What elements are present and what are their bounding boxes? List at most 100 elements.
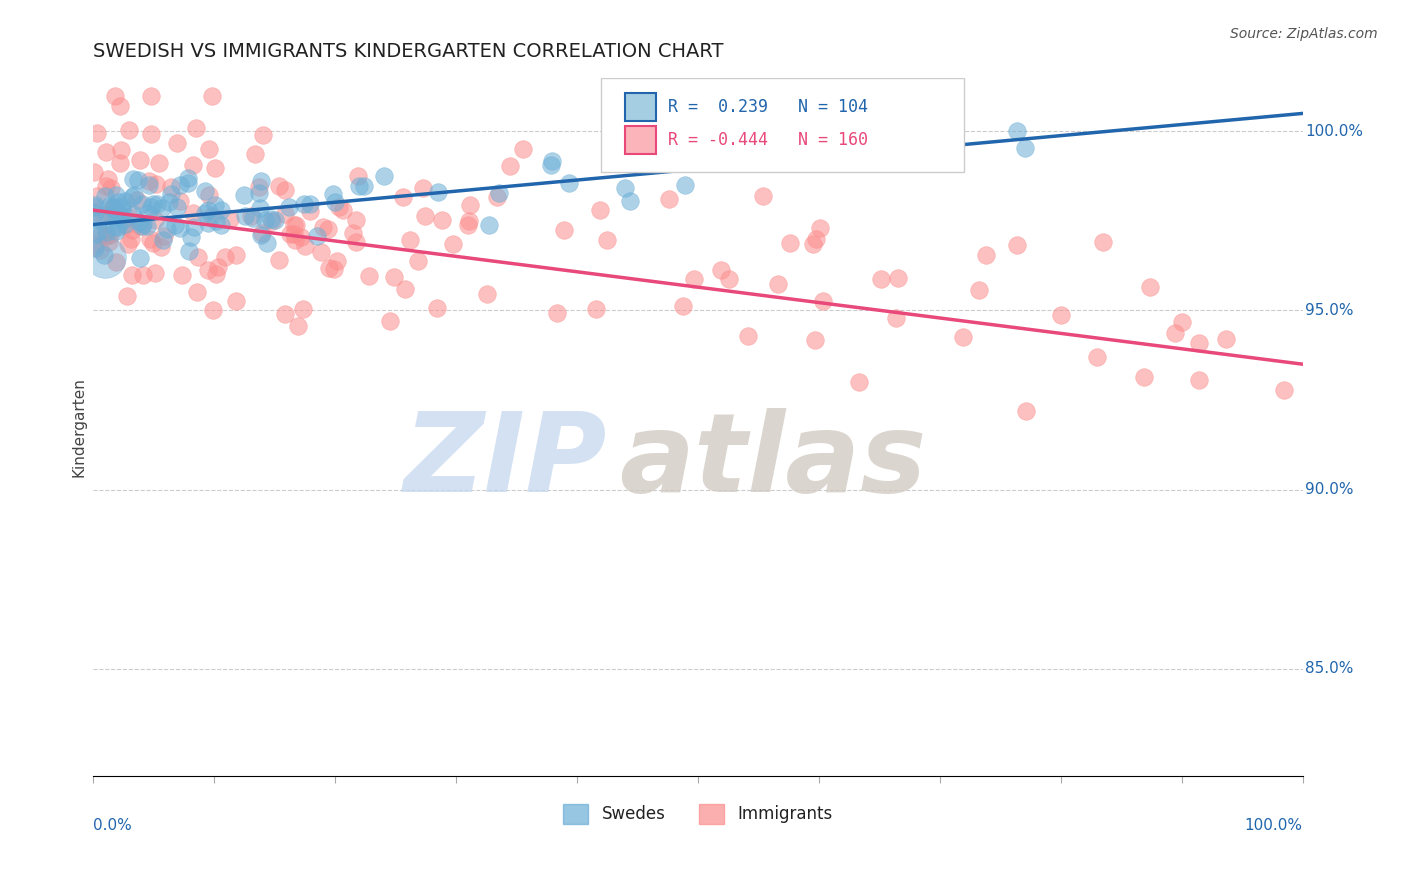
Point	[394, 282, 416, 296]
Point	[284, 233, 307, 247]
Point	[110, 98, 132, 112]
Point	[673, 178, 696, 193]
Point	[558, 176, 581, 190]
Point	[111, 213, 134, 227]
Point	[89, 243, 111, 257]
Point	[121, 206, 143, 220]
Point	[83, 237, 105, 252]
Point	[97, 235, 120, 249]
Point	[274, 207, 297, 221]
Point	[274, 183, 297, 197]
Point	[166, 200, 188, 214]
Point	[105, 255, 128, 269]
Point	[139, 200, 162, 214]
Point	[153, 228, 176, 243]
Point	[184, 121, 207, 136]
Point	[486, 190, 509, 204]
Point	[1049, 309, 1071, 323]
Point	[83, 165, 105, 179]
Point	[269, 252, 291, 267]
Point	[752, 189, 775, 203]
FancyBboxPatch shape	[626, 93, 655, 121]
Text: R =  0.239   N = 104: R = 0.239 N = 104	[668, 98, 868, 116]
Point	[267, 179, 290, 194]
Point	[322, 261, 344, 276]
Point	[83, 205, 105, 219]
Point	[131, 219, 153, 233]
Point	[426, 301, 449, 315]
Text: 100.0%: 100.0%	[1305, 124, 1364, 139]
Point	[1085, 351, 1108, 365]
Point	[205, 214, 228, 228]
Point	[93, 208, 115, 222]
Point	[1132, 369, 1154, 384]
Point	[200, 88, 222, 103]
Point	[197, 203, 219, 218]
Point	[94, 179, 117, 194]
Point	[136, 219, 159, 233]
Point	[718, 272, 741, 286]
Point	[145, 177, 167, 191]
Point	[127, 172, 149, 186]
Point	[169, 194, 191, 208]
Point	[589, 202, 612, 217]
Point	[1188, 372, 1211, 386]
Point	[100, 181, 122, 195]
Point	[323, 195, 346, 210]
Point	[114, 217, 136, 231]
Point	[131, 268, 153, 282]
Point	[131, 197, 153, 211]
Point	[150, 202, 173, 216]
Point	[382, 269, 405, 284]
Point	[207, 260, 229, 275]
Point	[96, 225, 118, 239]
Point	[117, 289, 139, 303]
Point	[305, 229, 328, 244]
Point	[357, 268, 380, 283]
Point	[910, 149, 932, 163]
Point	[378, 314, 401, 328]
Point	[250, 227, 273, 241]
Point	[1272, 383, 1295, 397]
Point	[710, 263, 733, 277]
Point	[183, 220, 205, 235]
Point	[105, 205, 128, 219]
Point	[177, 176, 200, 190]
Point	[169, 220, 191, 235]
Point	[139, 231, 162, 245]
Text: 85.0%: 85.0%	[1305, 661, 1354, 676]
Point	[139, 127, 162, 141]
Point	[260, 212, 283, 227]
Point	[737, 329, 759, 343]
Point	[194, 206, 217, 220]
Point	[344, 213, 367, 227]
Point	[108, 208, 131, 222]
Point	[129, 153, 152, 167]
Point	[225, 247, 247, 261]
Point	[886, 270, 908, 285]
Point	[848, 375, 870, 389]
Point	[118, 211, 141, 225]
Point	[264, 213, 287, 227]
Point	[104, 88, 127, 103]
Point	[585, 301, 607, 316]
Point	[432, 213, 454, 227]
Point	[159, 179, 181, 194]
Point	[183, 158, 205, 172]
Point	[249, 201, 271, 215]
Point	[1215, 333, 1237, 347]
Point	[90, 227, 112, 242]
Point	[121, 189, 143, 203]
Point	[768, 277, 790, 291]
Point	[186, 285, 208, 299]
Point	[233, 187, 256, 202]
Text: Source: ZipAtlas.com: Source: ZipAtlas.com	[1230, 27, 1378, 41]
Point	[260, 214, 283, 228]
Point	[619, 194, 641, 208]
Point	[312, 219, 335, 234]
Point	[292, 197, 315, 211]
Point	[796, 150, 818, 164]
Point	[97, 199, 120, 213]
Point	[755, 131, 778, 145]
Point	[86, 189, 108, 203]
